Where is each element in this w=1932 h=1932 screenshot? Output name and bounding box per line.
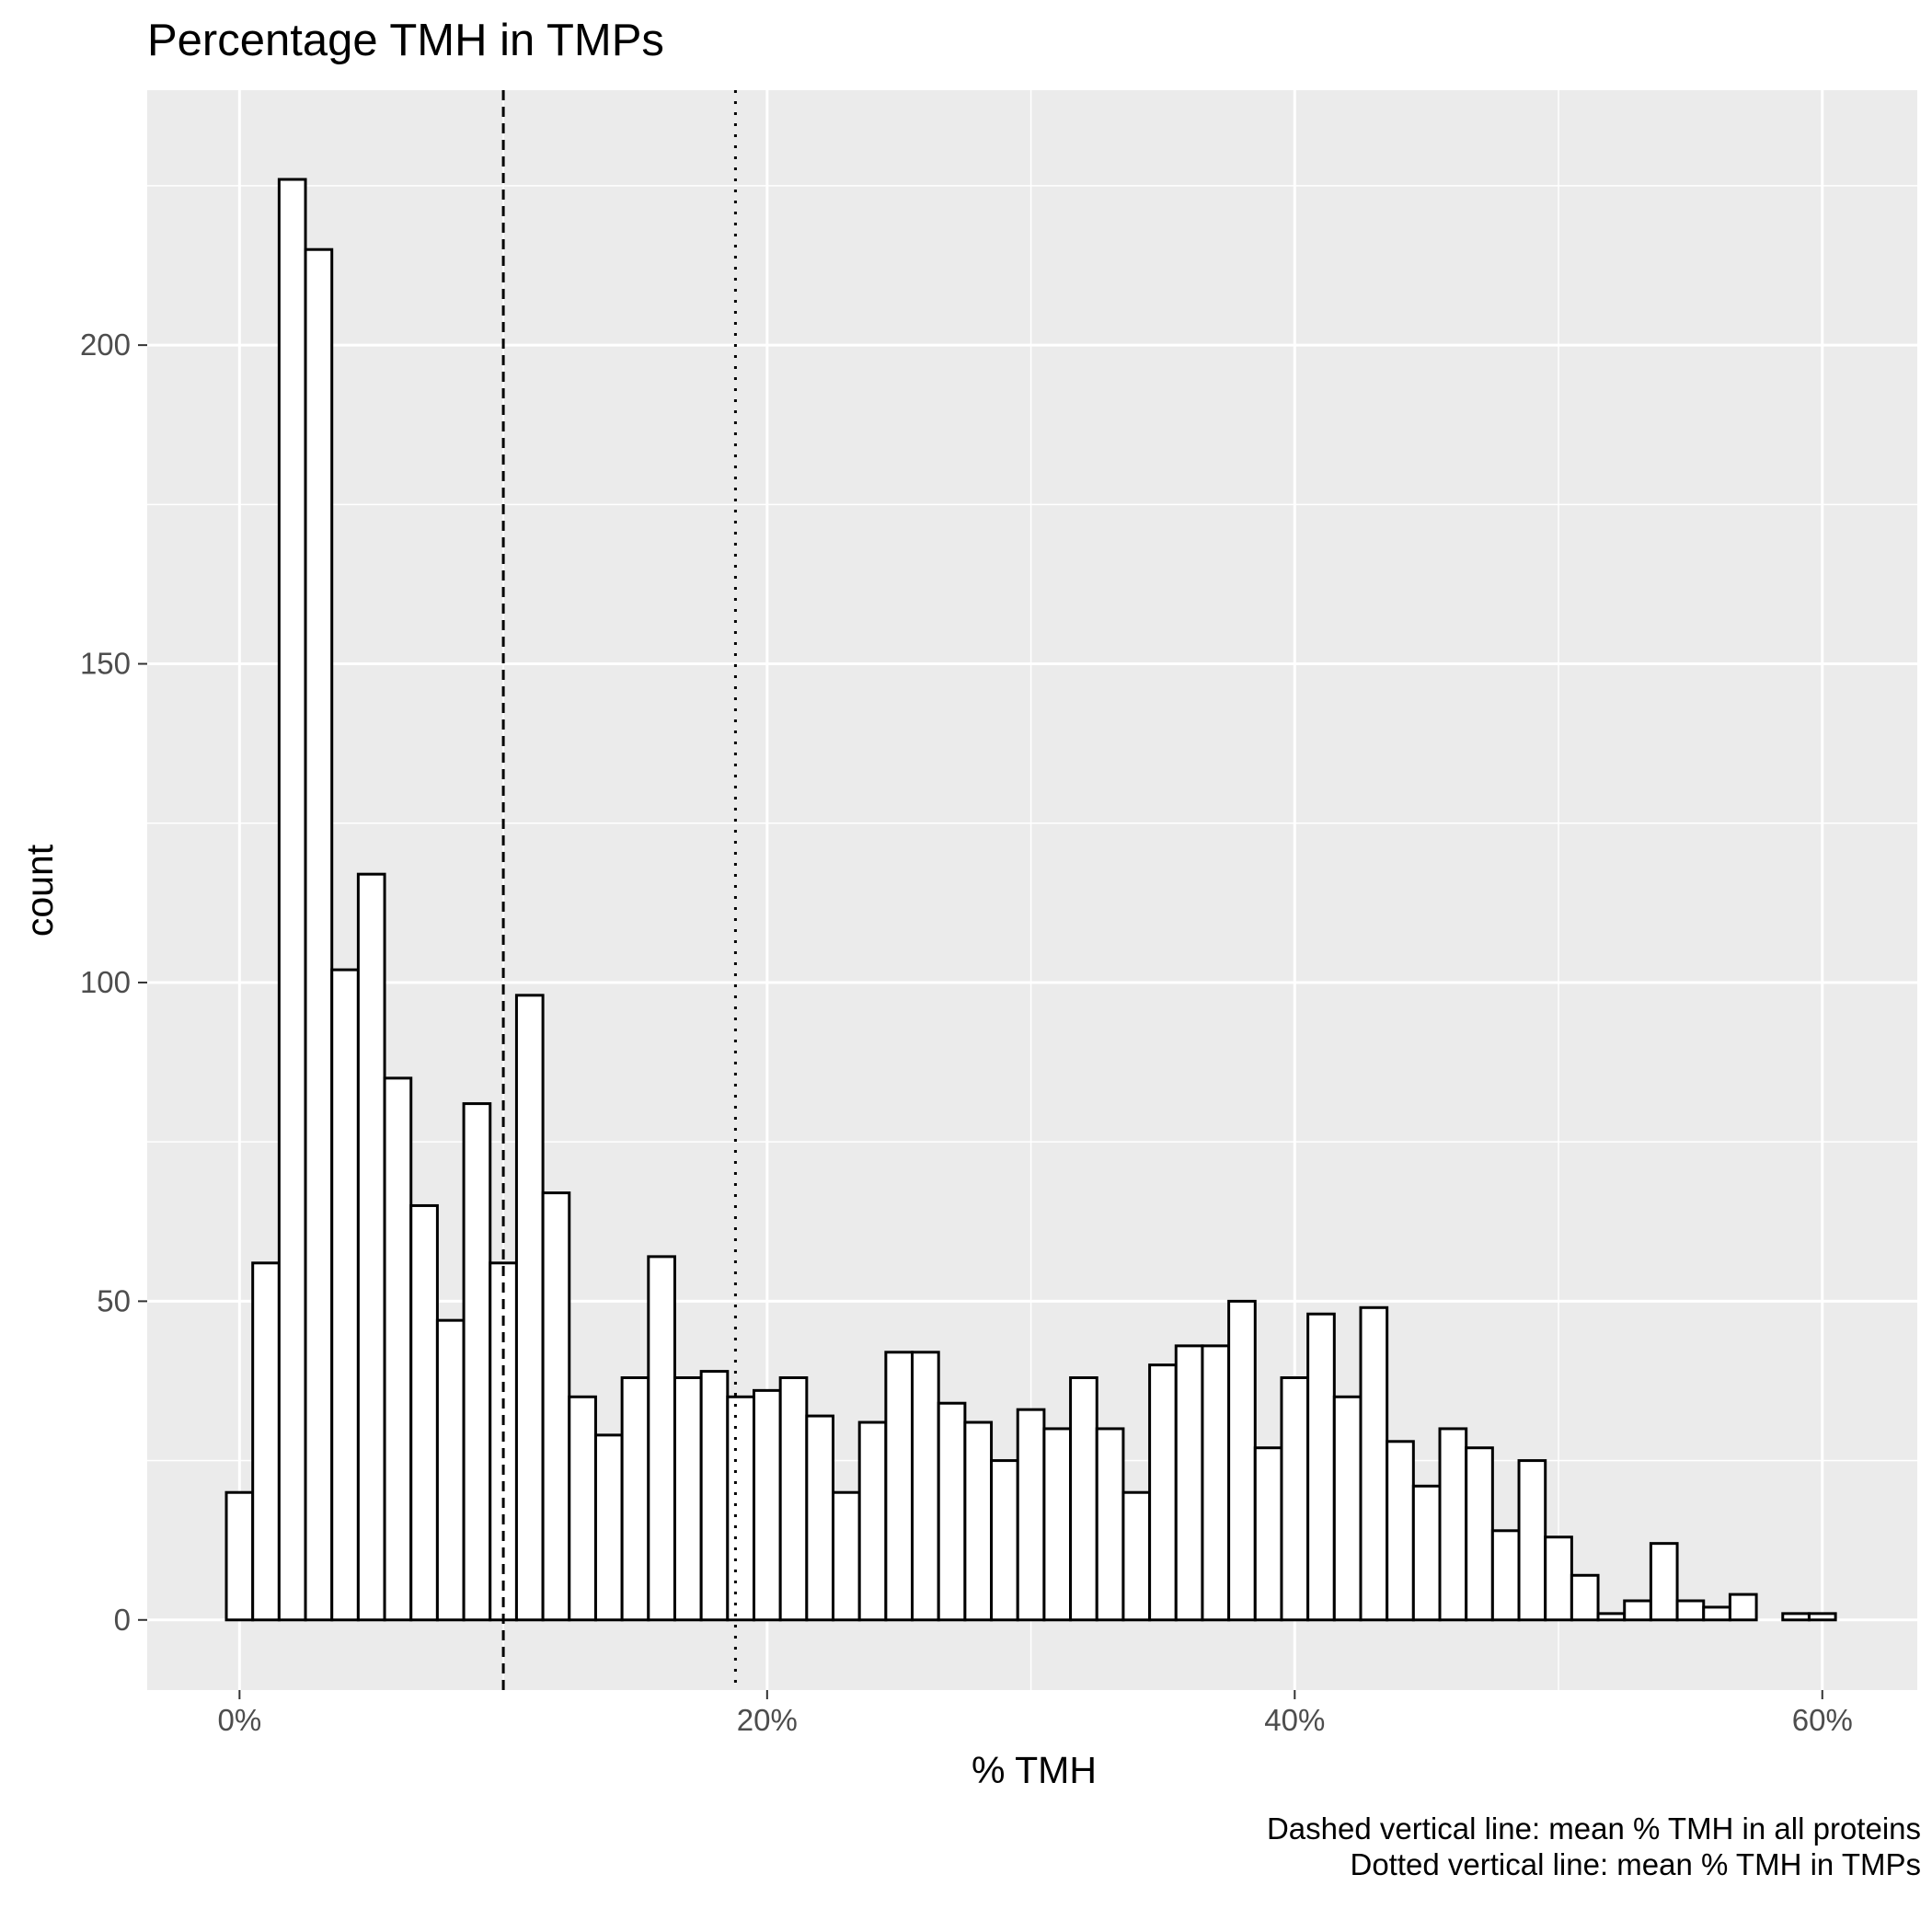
histogram-bar (963, 1420, 994, 1622)
histogram-bar (1596, 1612, 1627, 1622)
histogram-bar (1807, 1612, 1837, 1622)
histogram-bar (1069, 1376, 1098, 1622)
histogram-bar (356, 872, 386, 1622)
histogram-bar (1121, 1490, 1152, 1622)
histogram-bar (857, 1420, 888, 1622)
y-axis: 0 50 100 150 200 (80, 328, 147, 1637)
histogram-bar (884, 1351, 914, 1622)
histogram-bar (1042, 1427, 1073, 1622)
histogram-bar (304, 247, 334, 1622)
histogram-bar (1544, 1535, 1573, 1622)
histogram-bar (1095, 1427, 1125, 1622)
histogram-bar (1280, 1376, 1310, 1622)
histogram-bar (383, 1076, 413, 1622)
histogram-bar (673, 1376, 703, 1622)
histogram-bar (752, 1388, 782, 1622)
x-axis-title: % TMH (972, 1749, 1097, 1791)
histogram-bar (778, 1376, 809, 1622)
caption-line-1: Dashed vertical line: mean % TMH in all … (1267, 1811, 1921, 1846)
histogram-bar (1332, 1395, 1363, 1622)
histogram-bar (568, 1395, 597, 1622)
histogram-bar (1781, 1612, 1811, 1622)
histogram-bar (1148, 1363, 1178, 1622)
histogram-bar (1016, 1408, 1046, 1622)
mean-lines (501, 90, 737, 1690)
histogram-bar (1490, 1529, 1521, 1622)
histogram-bar (1438, 1427, 1468, 1622)
x-tick-label: 20% (737, 1703, 798, 1737)
histogram-bar (1386, 1440, 1415, 1622)
histogram-bar (726, 1395, 755, 1622)
histogram-bar (277, 178, 307, 1622)
histogram-bar (593, 1433, 624, 1622)
histogram-bar (1623, 1599, 1652, 1622)
histogram-bar (1306, 1312, 1336, 1622)
histogram-bar (832, 1490, 861, 1622)
x-tick-label: 40% (1264, 1703, 1325, 1737)
histogram-bars (224, 178, 1837, 1622)
chart-title: Percentage TMH in TMPs (147, 16, 664, 65)
x-axis: 0% 20% 40% 60% (218, 1690, 1853, 1737)
histogram-bar (224, 1490, 255, 1622)
histogram-bar (1411, 1484, 1442, 1622)
histogram-bar (514, 994, 545, 1622)
y-tick-label: 50 (97, 1283, 131, 1317)
histogram-bar (435, 1318, 466, 1622)
y-axis-title: count (18, 844, 61, 937)
histogram-bar (1227, 1299, 1257, 1622)
histogram-bar (647, 1255, 676, 1622)
y-tick-label: 0 (114, 1603, 131, 1637)
caption-line-2: Dotted vertical line: mean % TMH in TMPs (1351, 1847, 1922, 1881)
histogram-bar (330, 968, 360, 1622)
histogram-bar (1728, 1593, 1758, 1622)
y-tick-label: 100 (80, 965, 131, 999)
histogram-bar (1253, 1446, 1283, 1622)
histogram-bar (805, 1414, 835, 1622)
histogram-bar (1201, 1344, 1231, 1622)
histogram-bar (251, 1261, 281, 1622)
y-tick-label: 200 (80, 328, 131, 362)
x-tick-label: 0% (218, 1703, 262, 1737)
y-tick-label: 150 (80, 647, 131, 681)
histogram-bar (937, 1401, 967, 1622)
histogram-bar (1702, 1605, 1731, 1622)
histogram-bar (1174, 1344, 1204, 1622)
histogram-bar (1675, 1599, 1706, 1622)
histogram-bar (541, 1191, 571, 1622)
histogram-bar (911, 1351, 940, 1622)
histogram-bar (409, 1203, 439, 1622)
histogram-bar (699, 1370, 730, 1622)
histogram-bar (1649, 1542, 1679, 1622)
histogram-bar (1517, 1459, 1547, 1622)
histogram-bar (1570, 1573, 1600, 1622)
histogram-bar (462, 1102, 492, 1622)
x-tick-label: 60% (1792, 1703, 1853, 1737)
histogram-bar (990, 1459, 1019, 1622)
histogram-bar (1359, 1305, 1389, 1622)
histogram-bar (620, 1376, 650, 1622)
histogram-bar (1465, 1446, 1494, 1622)
